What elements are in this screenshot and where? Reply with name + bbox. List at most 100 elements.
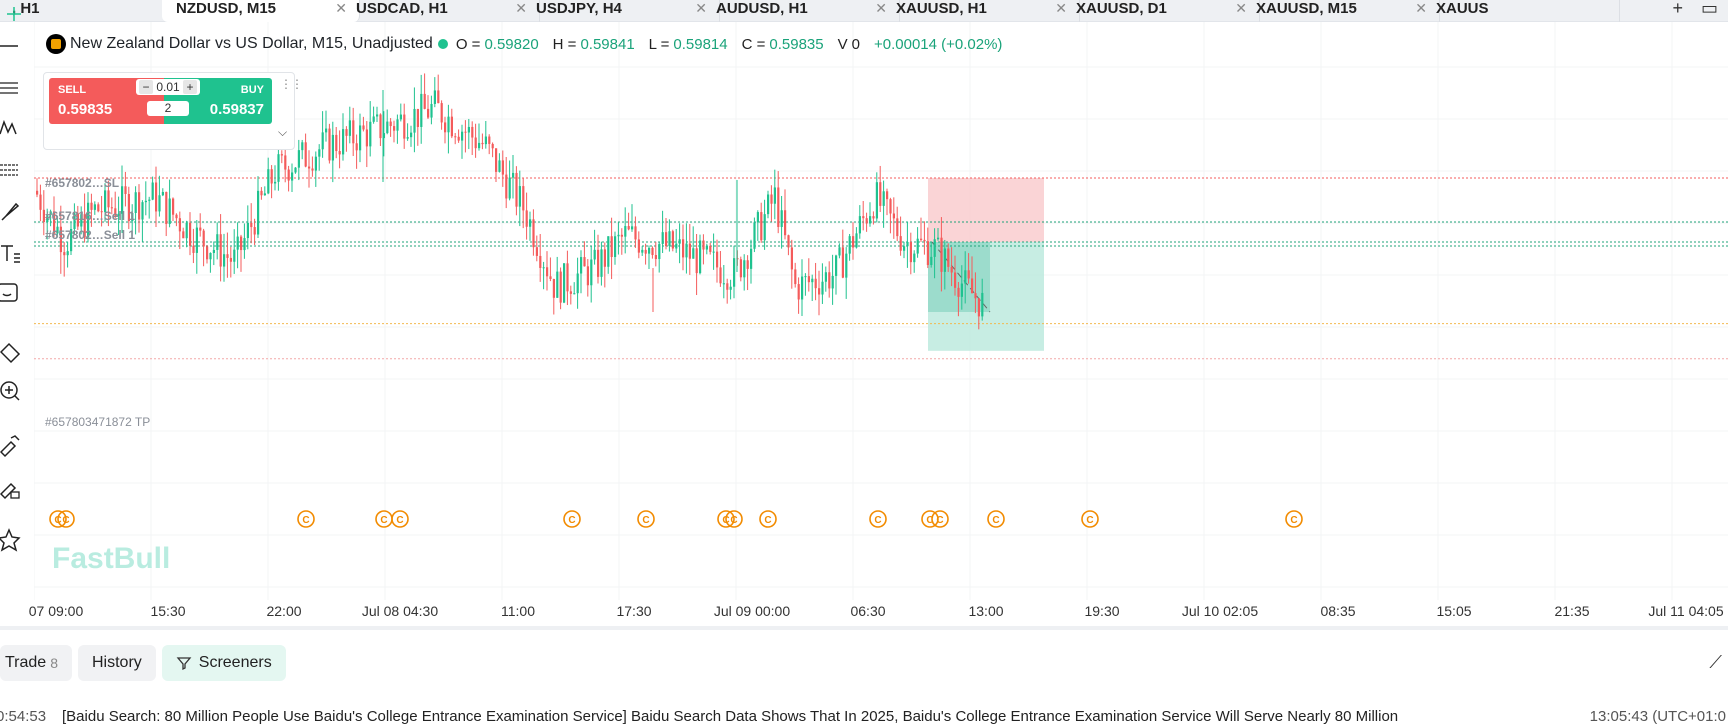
open-value: 0.59820 bbox=[484, 35, 539, 53]
candle-body bbox=[699, 240, 702, 274]
candle-body bbox=[100, 211, 103, 213]
candle-body bbox=[393, 126, 396, 131]
candle-body bbox=[151, 182, 154, 200]
tab-trade[interactable]: Trade 8 bbox=[0, 645, 72, 681]
zoom-in-icon[interactable] bbox=[0, 378, 28, 406]
candle-body bbox=[257, 190, 260, 235]
order-label-sell-1[interactable]: #657816…Sell 1 bbox=[45, 209, 136, 223]
collapse-panel-icon[interactable]: ⟋ bbox=[1709, 652, 1722, 672]
wave-pattern-icon[interactable] bbox=[0, 114, 28, 142]
candle-body bbox=[712, 251, 715, 253]
candle-body bbox=[739, 259, 742, 278]
close-tab-icon[interactable]: ✕ bbox=[1415, 0, 1427, 16]
text-icon[interactable] bbox=[0, 240, 28, 268]
candle-body bbox=[59, 226, 62, 253]
sell-price: 0.59835 bbox=[58, 101, 113, 118]
candle-body bbox=[967, 270, 970, 279]
lock-draw-icon[interactable] bbox=[0, 474, 28, 502]
close-tab-icon[interactable]: ✕ bbox=[695, 0, 707, 16]
candle-body bbox=[542, 267, 545, 269]
candle-body bbox=[780, 210, 783, 227]
news-headline[interactable]: [Baidu Search: 80 Million People Use Bai… bbox=[62, 708, 1399, 725]
magnet-icon[interactable] bbox=[0, 432, 28, 460]
event-marker-icon bbox=[725, 510, 743, 528]
lot-increase-button[interactable]: + bbox=[182, 80, 197, 94]
drag-handle-icon[interactable]: ⋮⋮ bbox=[280, 77, 303, 91]
candle-body bbox=[141, 202, 144, 220]
candle-body bbox=[763, 214, 766, 241]
close-tab-icon[interactable]: ✕ bbox=[335, 0, 347, 16]
layout-icon[interactable]: ▭ bbox=[1700, 0, 1718, 18]
candle-body bbox=[882, 191, 885, 206]
tab-screeners[interactable]: Screeners bbox=[161, 645, 286, 681]
candle-body bbox=[433, 90, 436, 104]
candle-body bbox=[835, 255, 838, 276]
parallel-lines-icon[interactable] bbox=[0, 74, 28, 102]
horizontal-line-icon[interactable] bbox=[0, 32, 28, 60]
candle-body bbox=[87, 202, 90, 238]
tab-2[interactable]: USDCAD, H1 ✕ bbox=[342, 0, 540, 22]
close-tab-icon[interactable]: ✕ bbox=[1055, 0, 1067, 16]
candle-body bbox=[794, 269, 797, 285]
close-tab-icon[interactable]: ✕ bbox=[515, 0, 527, 16]
candle-body bbox=[498, 160, 501, 172]
tab-4[interactable]: AUDUSD, H1 ✕ bbox=[702, 0, 900, 22]
time-tick: 07 09:00 bbox=[28, 603, 84, 619]
candle-body bbox=[705, 245, 708, 250]
candle-body bbox=[253, 227, 256, 235]
candle-body bbox=[444, 122, 447, 133]
tab-6[interactable]: XAUUSD, D1 ✕ bbox=[1062, 0, 1260, 22]
crosshair-icon[interactable] bbox=[0, 0, 28, 28]
candle-body bbox=[943, 248, 946, 272]
lot-decrease-button[interactable]: − bbox=[139, 80, 153, 94]
order-label-tp[interactable]: #657803471872 TP bbox=[45, 415, 151, 429]
close-tab-icon[interactable]: ✕ bbox=[1235, 0, 1247, 16]
candle-body bbox=[889, 199, 892, 214]
tab-history-label: History bbox=[92, 654, 142, 671]
candle-body bbox=[155, 182, 158, 212]
tab-history[interactable]: History bbox=[78, 645, 156, 681]
candle-body bbox=[801, 276, 804, 300]
candle-body bbox=[954, 272, 957, 288]
order-label-sl[interactable]: #657802…SL bbox=[45, 176, 120, 190]
time-axis[interactable]: 07 09:00 15:30 22:00 Jul 08 04:30 11:00 17:30… bbox=[29, 600, 1728, 624]
candle-body bbox=[127, 194, 130, 222]
candle-body bbox=[603, 249, 606, 267]
tab-7[interactable]: XAUUSD, M15 ✕ bbox=[1242, 0, 1440, 22]
close-tab-icon[interactable]: ✕ bbox=[875, 0, 887, 16]
tab-5[interactable]: XAUUSD, H1 ✕ bbox=[882, 0, 1080, 22]
lot-size-input[interactable]: 0.01 bbox=[156, 80, 180, 94]
tab-8[interactable]: XAUUS bbox=[1422, 0, 1620, 22]
candle-body bbox=[892, 213, 895, 219]
order-label-sell-2[interactable]: #657802…Sell 1 bbox=[45, 228, 136, 242]
emoji-icon[interactable] bbox=[0, 278, 28, 306]
candle-body bbox=[226, 254, 229, 258]
candle-body bbox=[304, 142, 307, 167]
candle-body bbox=[76, 213, 79, 227]
candle-body bbox=[301, 142, 304, 151]
ruler-icon[interactable] bbox=[0, 336, 28, 364]
news-ticker[interactable]: 0:54:53 [Baidu Search: 80 Million People… bbox=[0, 708, 1728, 728]
candle-body bbox=[529, 219, 532, 227]
tab-3[interactable]: USDJPY, H4 ✕ bbox=[522, 0, 720, 22]
candle-body bbox=[722, 283, 725, 285]
candle-body bbox=[49, 211, 52, 216]
candle-body bbox=[573, 293, 576, 295]
candle-body bbox=[709, 245, 712, 252]
candle-body bbox=[930, 256, 933, 265]
low-value: 0.59814 bbox=[673, 35, 728, 53]
time-tick: 21:35 bbox=[1554, 603, 1590, 619]
star-icon[interactable] bbox=[0, 526, 28, 554]
event-marker-glyph: C bbox=[642, 515, 649, 526]
add-tab-icon[interactable]: + bbox=[1672, 0, 1683, 18]
ohlc-legend: New Zealand Dollar vs US Dollar, M15, Un… bbox=[46, 34, 1002, 54]
chart-divider[interactable] bbox=[0, 626, 1728, 630]
candle-body bbox=[131, 213, 134, 222]
fibonacci-icon[interactable] bbox=[0, 156, 28, 184]
candle-body bbox=[355, 143, 358, 151]
tab-1[interactable]: NZDUSD, M15 ✕ bbox=[162, 0, 360, 22]
brush-icon[interactable] bbox=[0, 198, 28, 226]
chevron-down-icon[interactable]: ⌵ bbox=[278, 125, 288, 139]
